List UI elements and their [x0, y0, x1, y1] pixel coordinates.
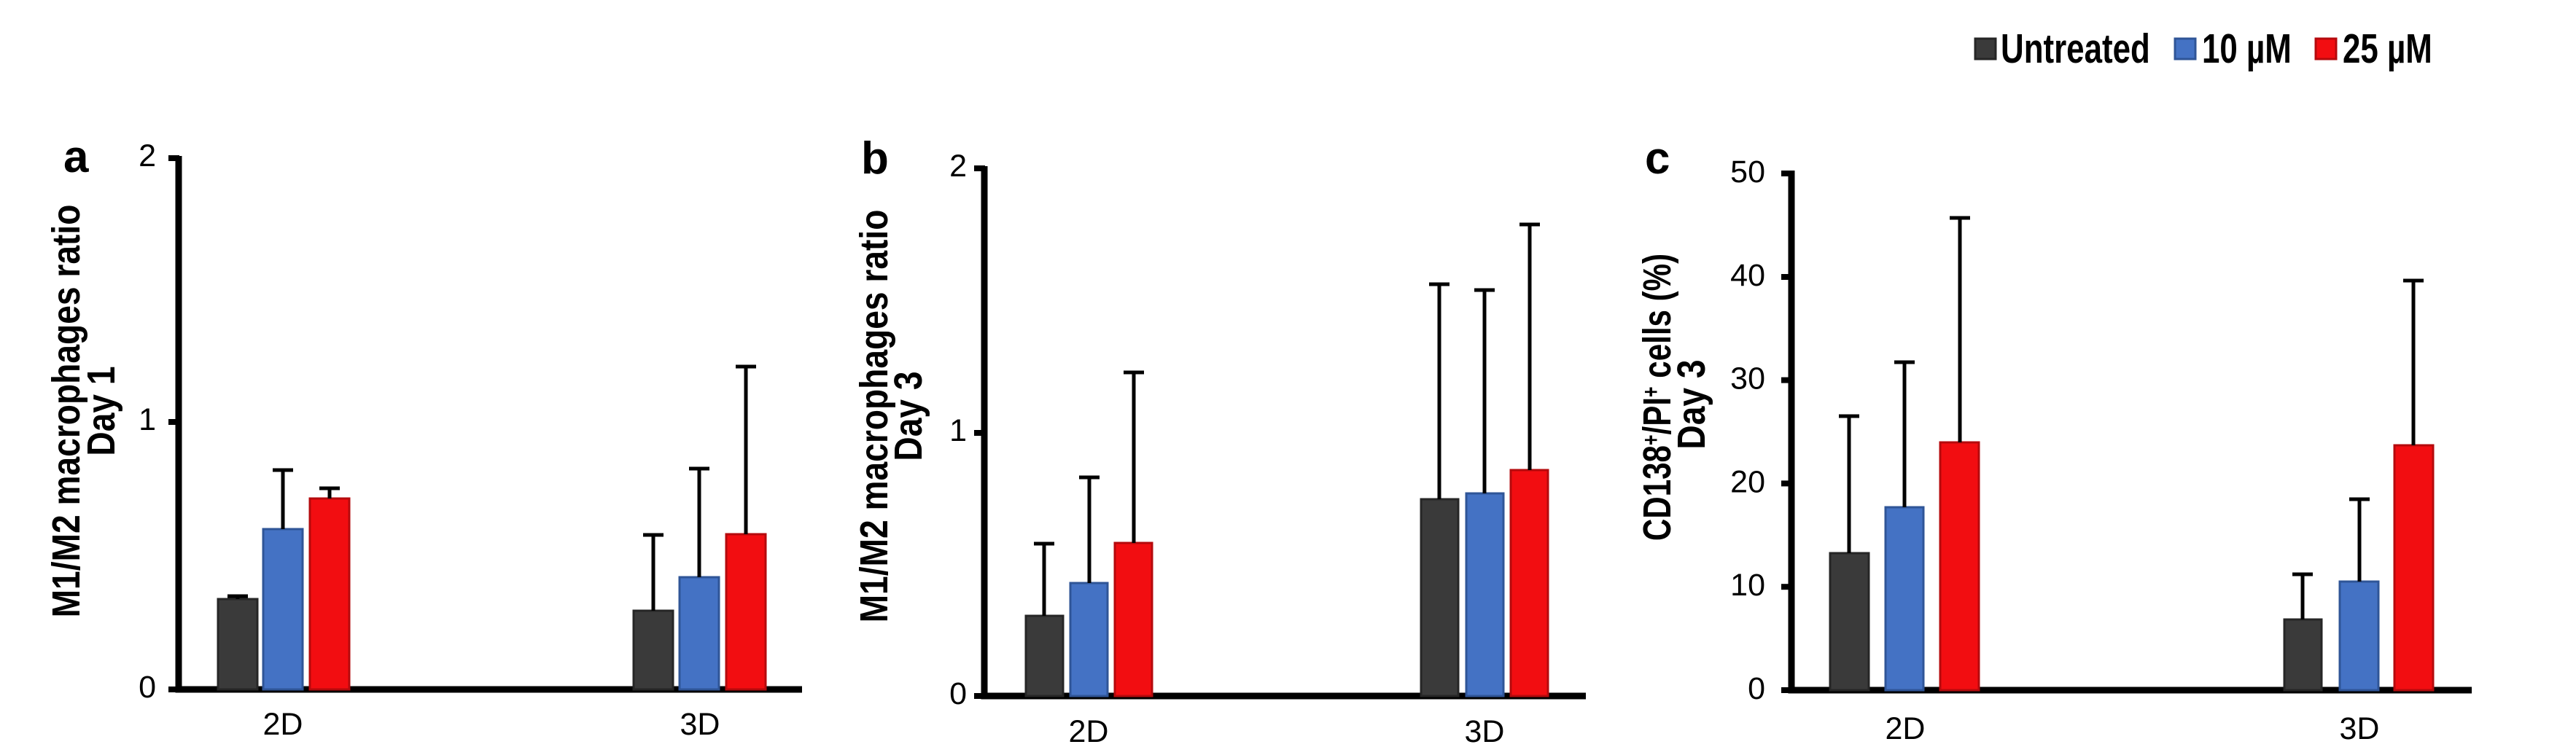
svg-text:b: b [861, 133, 889, 184]
svg-text:25 µM: 25 µM [2343, 25, 2432, 71]
svg-text:2D: 2D [263, 707, 303, 742]
svg-text:2: 2 [139, 138, 156, 173]
svg-text:Untreated: Untreated [2001, 25, 2150, 71]
svg-text:40: 40 [1730, 258, 1765, 293]
svg-text:a: a [63, 132, 89, 182]
svg-text:10: 10 [1730, 568, 1765, 603]
svg-text:2D: 2D [1069, 714, 1109, 747]
svg-text:c: c [1645, 133, 1670, 184]
svg-text:3D: 3D [1465, 714, 1505, 747]
svg-text:0: 0 [139, 670, 156, 705]
svg-text:3D: 3D [2340, 711, 2380, 746]
svg-text:0: 0 [1748, 671, 1765, 706]
svg-text:1: 1 [949, 413, 967, 448]
svg-text:30: 30 [1730, 361, 1765, 396]
svg-text:Day 3: Day 3 [1670, 359, 1713, 449]
svg-text:M1/M2 macrophages ratio: M1/M2 macrophages ratio [852, 210, 896, 623]
svg-text:3D: 3D [680, 707, 720, 742]
svg-text:2: 2 [949, 149, 967, 184]
svg-text:2D: 2D [1886, 711, 1926, 746]
svg-text:Day 1: Day 1 [79, 366, 123, 455]
svg-text:20: 20 [1730, 464, 1765, 499]
svg-text:50: 50 [1730, 155, 1765, 189]
svg-text:10 µM: 10 µM [2202, 25, 2292, 71]
svg-text:CD138+/PI+ cells (%): CD138+/PI+ cells (%) [1635, 254, 1679, 541]
svg-text:Day 3: Day 3 [887, 371, 930, 461]
svg-text:M1/M2 macrophages ratio: M1/M2 macrophages ratio [44, 205, 88, 618]
svg-text:0: 0 [949, 676, 967, 711]
svg-text:1: 1 [139, 402, 156, 437]
